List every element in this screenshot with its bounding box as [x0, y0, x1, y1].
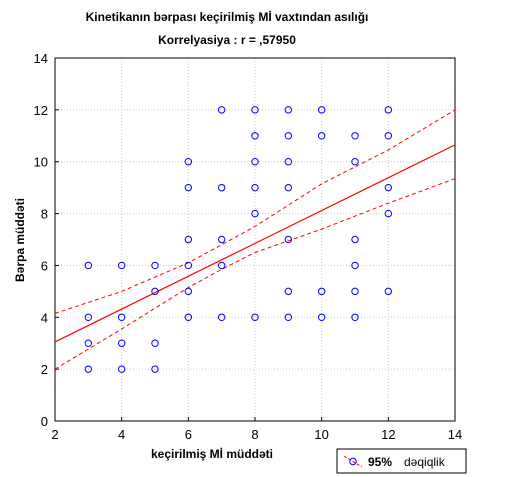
data-point	[151, 261, 159, 270]
data-point	[317, 313, 326, 321]
data-point	[317, 287, 326, 296]
regression-line	[54, 144, 456, 343]
data-point	[184, 183, 193, 192]
chart-subtitle: Korrelyasiya : r = ,57950	[158, 33, 296, 47]
data-point	[284, 235, 293, 244]
x-axis-label: keçirilmiş Mİ müddəti	[151, 446, 273, 461]
data-point	[351, 158, 359, 166]
x-tick-label: 14	[448, 427, 462, 442]
legend: 95% dəqiqlik	[336, 448, 467, 474]
x-tick-label: 12	[381, 427, 395, 442]
x-tick-label: 2	[51, 427, 58, 442]
y-tick-label: 14	[34, 51, 48, 66]
data-point	[317, 106, 326, 114]
data-point	[184, 287, 193, 296]
legend-line-sample	[343, 455, 363, 468]
data-point	[284, 158, 293, 166]
data-point	[251, 106, 259, 114]
data-point	[184, 261, 193, 270]
chart-title: Kinetikanın bərpası keçirilmiş Mİ vaxtın…	[86, 9, 369, 24]
x-tick-label: 8	[251, 427, 258, 442]
data-point	[84, 339, 93, 347]
data-point	[351, 261, 359, 270]
data-point	[151, 287, 159, 296]
data-point	[117, 313, 126, 321]
data-point	[251, 313, 259, 321]
data-point	[284, 132, 293, 140]
data-point	[117, 339, 126, 347]
x-tick-label: 10	[314, 427, 328, 442]
data-point	[217, 261, 226, 270]
data-point	[317, 132, 326, 140]
data-point	[351, 235, 359, 244]
x-tick-label: 4	[118, 427, 125, 442]
y-tick-label: 2	[41, 362, 48, 377]
data-points	[84, 106, 393, 373]
data-point	[184, 313, 193, 321]
data-point	[284, 287, 293, 296]
y-tick-label: 12	[34, 103, 48, 118]
y-tick-label: 6	[41, 258, 48, 273]
data-point	[384, 209, 393, 218]
data-point	[217, 106, 226, 114]
y-tick-label: 10	[34, 155, 48, 170]
x-axis-ticks: 2 4 6 8 10 12 14	[51, 417, 462, 442]
legend-point-sample	[349, 457, 357, 466]
data-point	[184, 158, 193, 166]
legend-label: dəqiqlik	[404, 455, 446, 469]
data-point	[84, 313, 93, 321]
data-point	[84, 365, 93, 373]
data-point	[384, 132, 393, 140]
data-point	[284, 106, 293, 114]
data-point	[251, 132, 259, 140]
y-tick-label: 4	[41, 310, 48, 325]
data-point	[384, 287, 393, 296]
confidence-upper-line	[54, 109, 456, 314]
grid-lines	[55, 58, 455, 421]
data-point	[117, 365, 126, 373]
data-point	[117, 261, 126, 270]
data-point	[351, 287, 359, 296]
data-point	[217, 235, 226, 244]
data-point	[284, 313, 293, 321]
data-point	[351, 132, 359, 140]
data-point	[184, 235, 193, 244]
legend-box	[336, 448, 467, 474]
confidence-band	[54, 109, 456, 370]
y-tick-label: 0	[41, 414, 48, 429]
y-axis-label: Bərpa müddəti	[13, 198, 27, 282]
data-point	[251, 158, 259, 166]
data-point	[217, 183, 226, 192]
data-point	[384, 106, 393, 114]
y-tick-label: 8	[41, 207, 48, 222]
data-point	[351, 313, 359, 321]
data-point	[284, 183, 293, 192]
data-point	[84, 261, 93, 270]
y-axis-ticks: 0 2 4 6 8 10 12 14	[34, 51, 59, 429]
legend-value: 95%	[368, 455, 392, 469]
data-point	[251, 209, 259, 218]
data-point	[151, 365, 159, 373]
confidence-lower-line	[54, 178, 456, 370]
x-tick-label: 6	[185, 427, 192, 442]
data-point	[251, 183, 259, 192]
data-point	[151, 339, 159, 347]
data-point	[217, 313, 226, 321]
data-point	[384, 183, 393, 192]
